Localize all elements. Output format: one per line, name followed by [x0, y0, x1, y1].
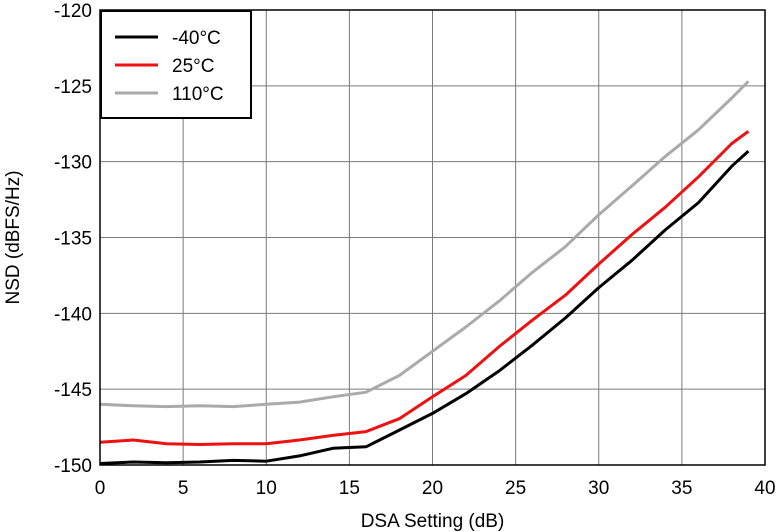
- series-line-2: [99, 80, 750, 409]
- x-tick-label: 25: [505, 478, 526, 499]
- x-axis-title: DSA Setting (dB): [361, 511, 505, 532]
- y-tick-label: -135: [54, 229, 92, 250]
- y-tick-label: -140: [54, 304, 92, 325]
- x-tick-label: 30: [588, 478, 609, 499]
- legend-label: -40°C: [172, 28, 221, 49]
- y-axis-title: NSD (dBFS/Hz): [3, 170, 24, 304]
- x-tick-label: 40: [754, 478, 775, 499]
- legend-label: 110°C: [172, 84, 224, 105]
- x-tick-label: 5: [178, 478, 189, 499]
- series-line-1: [99, 130, 750, 446]
- x-tick-labels: 0 5 10 15 20 25 30 35 40: [95, 478, 776, 499]
- y-tick-label: -145: [54, 380, 92, 401]
- y-tick-label: -150: [54, 456, 92, 477]
- legend: -40°C 25°C 110°C: [100, 10, 252, 119]
- x-tick-label: 10: [256, 478, 277, 499]
- plot-area-frame: [99, 9, 766, 466]
- series-lines: [99, 80, 750, 465]
- x-tick-label: 20: [422, 478, 443, 499]
- y-tick-label: -130: [54, 153, 92, 174]
- y-tick-labels: -150 -145 -140 -135 -130 -125 -120: [54, 1, 92, 477]
- legend-label: 25°C: [172, 56, 214, 77]
- x-tick-label: 35: [671, 478, 692, 499]
- series-line-0: [99, 149, 750, 465]
- grid-lines: [99, 9, 766, 466]
- y-tick-label: -125: [54, 77, 92, 98]
- y-tick-label: -120: [54, 1, 92, 22]
- x-tick-label: 0: [95, 478, 106, 499]
- x-tick-label: 15: [339, 478, 360, 499]
